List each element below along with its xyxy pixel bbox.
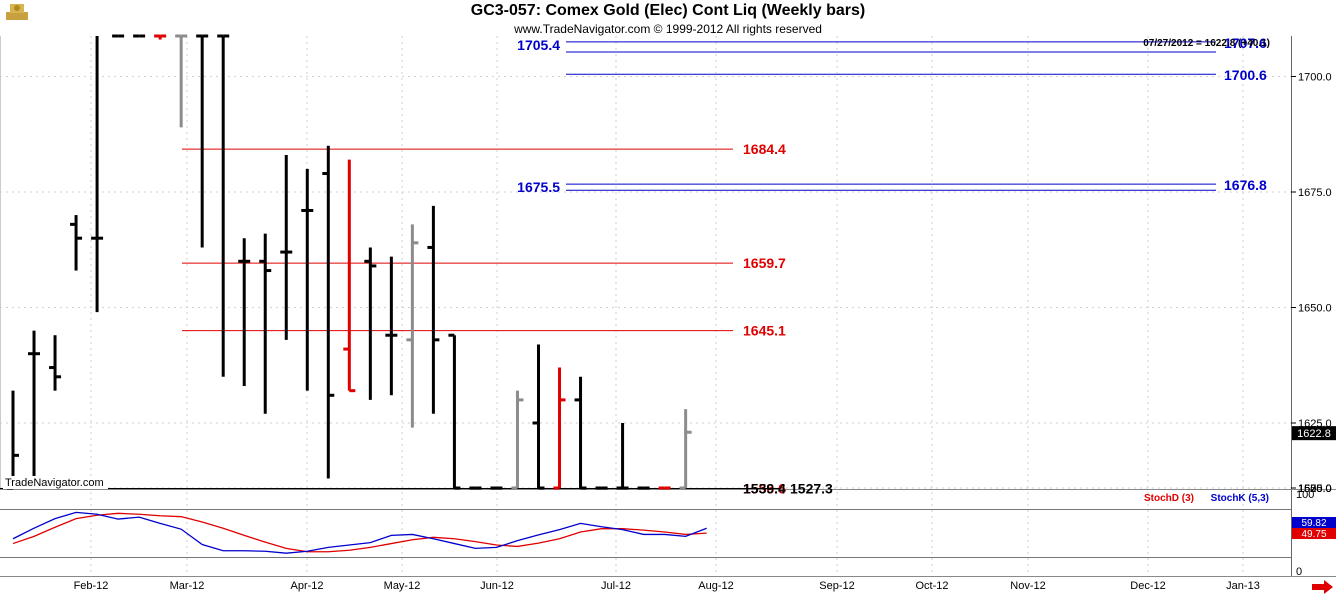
time-tick-label: Jul-12 bbox=[601, 580, 631, 592]
stochk-last-badge bbox=[1292, 517, 1336, 528]
stoch-tick-label: 0 bbox=[1296, 566, 1302, 578]
stochd-line bbox=[12, 512, 707, 553]
legend-stochk: StochK (5,3) bbox=[1211, 493, 1269, 504]
chart-title: GC3-057: Comex Gold (Elec) Cont Liq (Wee… bbox=[470, 2, 866, 19]
level-label-right: 1700.6 bbox=[1224, 67, 1267, 83]
time-tick-label: Jan-13 bbox=[1226, 580, 1260, 592]
ohlc-bar bbox=[553, 367, 566, 490]
ohlc-bar bbox=[406, 224, 419, 428]
price-tick-label: 1650.0 bbox=[1298, 303, 1332, 315]
time-tick-label: Aug-12 bbox=[698, 580, 733, 592]
legend-stochd: StochD (3) bbox=[1144, 493, 1194, 504]
last-price-marker bbox=[1292, 426, 1336, 441]
watermark-label: TradeNavigator.com bbox=[5, 477, 104, 489]
ohlc-bars bbox=[7, 34, 692, 490]
time-tick-label: Sep-12 bbox=[819, 580, 854, 592]
price-tick-label: 1600.0 bbox=[1298, 483, 1332, 495]
ohlc-bar bbox=[280, 155, 293, 340]
ohlc-bar bbox=[343, 159, 356, 393]
support-resistance-levels: 1705.4 1707.6 1700.6 1675.5 1676.8 1684.4 1659… bbox=[0, 35, 1267, 497]
ohlc-bar bbox=[91, 36, 104, 313]
ohlc-bar bbox=[175, 34, 188, 128]
level-label-right: 1707.6 bbox=[1224, 35, 1267, 51]
level-label-left: 1675.5 bbox=[517, 179, 560, 195]
time-tick-label: Feb-12 bbox=[74, 580, 109, 592]
price-tick-label: 1675.0 bbox=[1298, 187, 1332, 199]
copyright-notice: www.TradeNavigator.com © 1999-2012 All r… bbox=[514, 22, 822, 36]
ohlc-bar bbox=[154, 34, 167, 40]
price-tick-label: 1575.0 bbox=[1298, 483, 1332, 495]
trade-navigator-logo-icon bbox=[6, 4, 28, 20]
ohlc-bar bbox=[28, 330, 41, 488]
time-tick-label: Jun-12 bbox=[480, 580, 514, 592]
ohlc-bar bbox=[427, 205, 440, 414]
time-tick-label: Oct-12 bbox=[915, 580, 948, 592]
last-quote-label: 07/27/2012 = 1622.8 (+40.1) bbox=[1143, 38, 1270, 49]
ohlc-bar bbox=[616, 423, 629, 490]
price-grid bbox=[0, 36, 1291, 576]
ohlc-bar bbox=[511, 390, 524, 490]
time-axis: Feb-12 Mar-12 Apr-12 May-12 Jun-12 Jul-12 Aug-… bbox=[74, 580, 1260, 592]
level-label: 1684.4 bbox=[743, 141, 786, 157]
level-label-left: 1705.4 bbox=[517, 37, 560, 53]
ohlc-bar bbox=[364, 247, 377, 400]
stochk-line bbox=[12, 511, 707, 554]
last-price-label: 1622.8 bbox=[1297, 428, 1331, 440]
ohlc-bar bbox=[7, 390, 19, 490]
price-tick-label: 1525.0 bbox=[1298, 483, 1332, 495]
scroll-right-arrow[interactable] bbox=[1312, 580, 1333, 594]
time-tick-label: Mar-12 bbox=[170, 580, 205, 592]
ohlc-bar bbox=[385, 256, 398, 396]
watermark-box bbox=[3, 476, 108, 489]
level-label: 1527.3 bbox=[790, 481, 833, 497]
ohlc-bar bbox=[574, 376, 587, 490]
stochk-last-label: 59.82 bbox=[1301, 518, 1326, 529]
ohlc-bar bbox=[532, 344, 545, 490]
ohlc-bar bbox=[679, 409, 692, 490]
price-tick-label: 1700.0 bbox=[1298, 72, 1332, 84]
time-tick-label: Nov-12 bbox=[1010, 580, 1045, 592]
ohlc-bar bbox=[49, 335, 62, 391]
ohlc-bar bbox=[70, 215, 83, 271]
stochd-last-label: 49.75 bbox=[1301, 529, 1326, 540]
ohlc-bar bbox=[217, 34, 230, 377]
ohlc-bar bbox=[448, 333, 461, 490]
ohlc-bar bbox=[238, 238, 251, 387]
ohlc-bar bbox=[322, 145, 335, 479]
ohlc-bar bbox=[259, 233, 272, 414]
ohlc-bar bbox=[196, 34, 209, 248]
time-tick-label: May-12 bbox=[384, 580, 421, 592]
level-label-right: 1676.8 bbox=[1224, 177, 1267, 193]
ohlc-bar bbox=[301, 168, 314, 391]
time-tick-label: Apr-12 bbox=[290, 580, 323, 592]
stochd-last-badge bbox=[1292, 528, 1336, 539]
time-tick-label: Dec-12 bbox=[1130, 580, 1165, 592]
price-axis: 1525.01550.01575.01600.01625.01650.01675… bbox=[1291, 72, 1336, 495]
level-label: 1659.7 bbox=[743, 255, 786, 271]
stoch-tick-label: 100 bbox=[1296, 489, 1314, 501]
level-label: 1645.1 bbox=[743, 323, 786, 339]
price-tick-label: 1550.0 bbox=[1298, 483, 1332, 495]
